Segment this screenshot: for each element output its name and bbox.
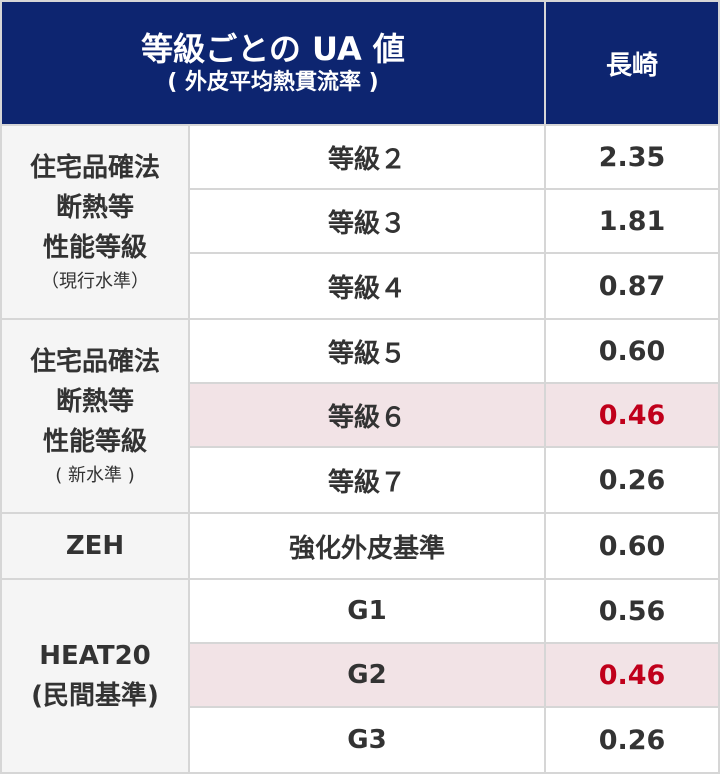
table-body: 住宅品確法 断熱等 性能等級 （現行水準） 等級２ 2.35 等級３ 1.81 等級４ 0.87 住… [0, 124, 720, 774]
ua-value-cell: 0.26 [544, 706, 720, 774]
table-row: 等級６ 0.46 [1, 382, 720, 448]
grade-cell: 等級３ [187, 188, 547, 254]
grade-cell: 等級５ [187, 318, 547, 384]
table-subtitle: ( 外皮平均熱貫流率 ) [167, 70, 379, 95]
grade-cell: G1 [187, 578, 547, 644]
category-note: （現行水準） [41, 271, 149, 292]
ua-value-cell: 2.35 [544, 124, 720, 190]
ua-value-cell: 0.46 [544, 382, 720, 448]
category-label: 住宅品確法 [29, 153, 160, 183]
category-label: 性能等級 [42, 427, 147, 457]
category-label: 性能等級 [42, 233, 147, 263]
grade-cell: 強化外皮基準 [187, 512, 547, 580]
table-row: G2 0.46 [1, 642, 720, 708]
category-label: (民間基準) [31, 681, 159, 711]
table-row: HEAT20 (民間基準) G1 0.56 [0, 578, 720, 774]
header-row: 等級ごとの UA 値 ( 外皮平均熱貫流率 ) 長崎 [0, 0, 720, 126]
table-row: ZEH 強化外皮基準 0.60 [0, 512, 720, 580]
category-label: 断熱等 [55, 193, 134, 223]
category-cell: HEAT20 (民間基準) [0, 578, 190, 774]
table-row: G3 0.26 [1, 706, 720, 774]
category-label: HEAT20 [39, 641, 151, 671]
table-row: 住宅品確法断熱等性能等級 ( 新水準 ) 等級５ 0.60 [0, 318, 720, 514]
ua-value-cell: 0.46 [544, 642, 720, 708]
ua-value-cell: 0.60 [544, 318, 720, 384]
table-row: 等級７ 0.26 [1, 446, 720, 514]
table-title: 等級ごとの UA 値 [141, 30, 405, 68]
category-note: ( 新水準 ) [55, 465, 135, 486]
grade-cell: G2 [187, 642, 547, 708]
ua-value-cell: 0.87 [544, 252, 720, 320]
table-row: 住宅品確法断熱等性能等級 （現行水準） 等級２ 2.35 [0, 124, 720, 320]
category-cell: 住宅品確法断熱等性能等級 （現行水準） [0, 124, 190, 320]
table-title-cell: 等級ごとの UA 値 ( 外皮平均熱貫流率 ) [0, 0, 547, 126]
ua-value-cell: 0.60 [544, 512, 720, 580]
category-label: 断熱等 [55, 387, 134, 417]
table-row: 等級３ 1.81 [1, 188, 720, 254]
category-cell: ZEH [0, 512, 190, 580]
category-label: 住宅品確法 [29, 347, 160, 377]
grade-cell: 等級６ [187, 382, 547, 448]
ua-value-cell: 0.26 [544, 446, 720, 514]
category-label: ZEH [65, 531, 125, 561]
category-cell: 住宅品確法断熱等性能等級 ( 新水準 ) [0, 318, 190, 514]
grade-cell: 等級７ [187, 446, 547, 514]
table-row: 等級４ 0.87 [1, 252, 720, 320]
grade-cell: G3 [187, 706, 547, 774]
ua-value-cell: 1.81 [544, 188, 720, 254]
grade-cell: 等級２ [187, 124, 547, 190]
region-header: 長崎 [544, 0, 720, 126]
grade-cell: 等級４ [187, 252, 547, 320]
ua-value-cell: 0.56 [544, 578, 720, 644]
